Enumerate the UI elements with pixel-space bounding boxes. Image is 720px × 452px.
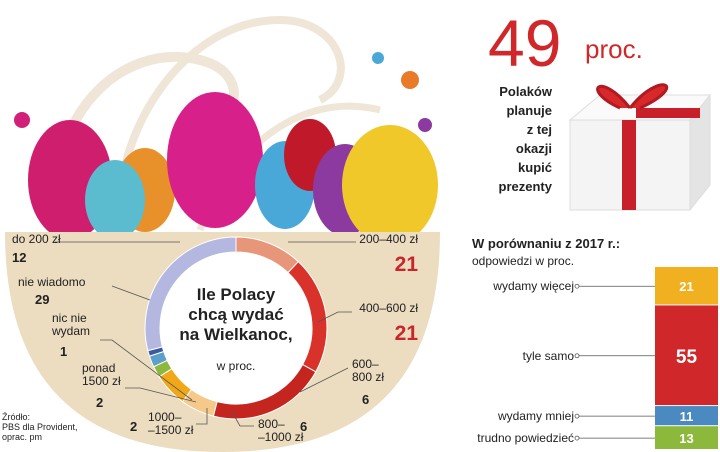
bar-label: trudno powiedzieć (477, 431, 574, 445)
source: Źródło: PBS dla Provident, oprac. pm (2, 412, 78, 442)
bar-value: 55 (676, 347, 698, 368)
leader-line (299, 367, 349, 393)
donut-title: Ile Polacy chcą wydać na Wielkanoc, (179, 285, 292, 344)
segment-label: do 200 zł (12, 232, 61, 246)
segment-label: 400–600 zł (359, 301, 418, 315)
segment-label: 200–400 zł (359, 232, 418, 246)
segment-value: 6 (362, 392, 369, 407)
bar-segment (655, 426, 718, 449)
segment-label: nie wiadomo (18, 275, 86, 289)
segment-label: 1000– –1500 zł (148, 410, 194, 437)
decoration (5, 15, 712, 452)
bar-label: wydamy więcej (492, 279, 574, 293)
bar-value: 13 (679, 431, 693, 446)
segment-label: ponad 1500 zł (82, 361, 121, 388)
segment-value: 12 (12, 250, 26, 265)
leader-line (125, 387, 197, 403)
headline-text: Polaków planuje z tej okazji kupić prezenty (499, 84, 553, 194)
segment-value: 2 (130, 419, 137, 434)
bar-segment (655, 267, 718, 305)
bar-segment (655, 406, 718, 426)
leader-dot (574, 435, 580, 441)
donut-segment (144, 236, 237, 352)
bar-label: wydamy mniej (497, 409, 574, 423)
leader-dot (574, 413, 580, 419)
segment-value: 29 (35, 292, 49, 307)
bar-segment (655, 305, 718, 406)
segment-label: 800– –1000 zł (258, 417, 304, 444)
bar-title: W porównaniu z 2017 r.: (472, 236, 620, 251)
leader-dot (574, 353, 580, 359)
bar-subtitle: odpowiedzi w proc. (472, 254, 574, 268)
leader-line (317, 311, 352, 323)
segment-value: 1 (60, 344, 67, 359)
bar-value: 11 (680, 409, 694, 424)
donut-subtitle: w proc. (216, 359, 256, 373)
leader-dot (574, 283, 580, 289)
leader-line (231, 411, 254, 427)
leader-line (196, 408, 208, 425)
leader-line (111, 285, 151, 301)
segment-value: 21 (395, 322, 419, 345)
segment-label: 600– 800 zł (352, 357, 384, 384)
segment-value: 6 (300, 419, 307, 434)
segment-value: 2 (96, 395, 103, 410)
headline-unit: proc. (585, 34, 643, 64)
bar-label: tyle samo (523, 349, 575, 363)
bar-value: 21 (679, 279, 693, 294)
segment-label: nic nie wydam (51, 311, 90, 338)
headline-number: 49 (488, 6, 561, 80)
segment-value: 21 (395, 253, 419, 276)
leader-line (100, 339, 193, 401)
